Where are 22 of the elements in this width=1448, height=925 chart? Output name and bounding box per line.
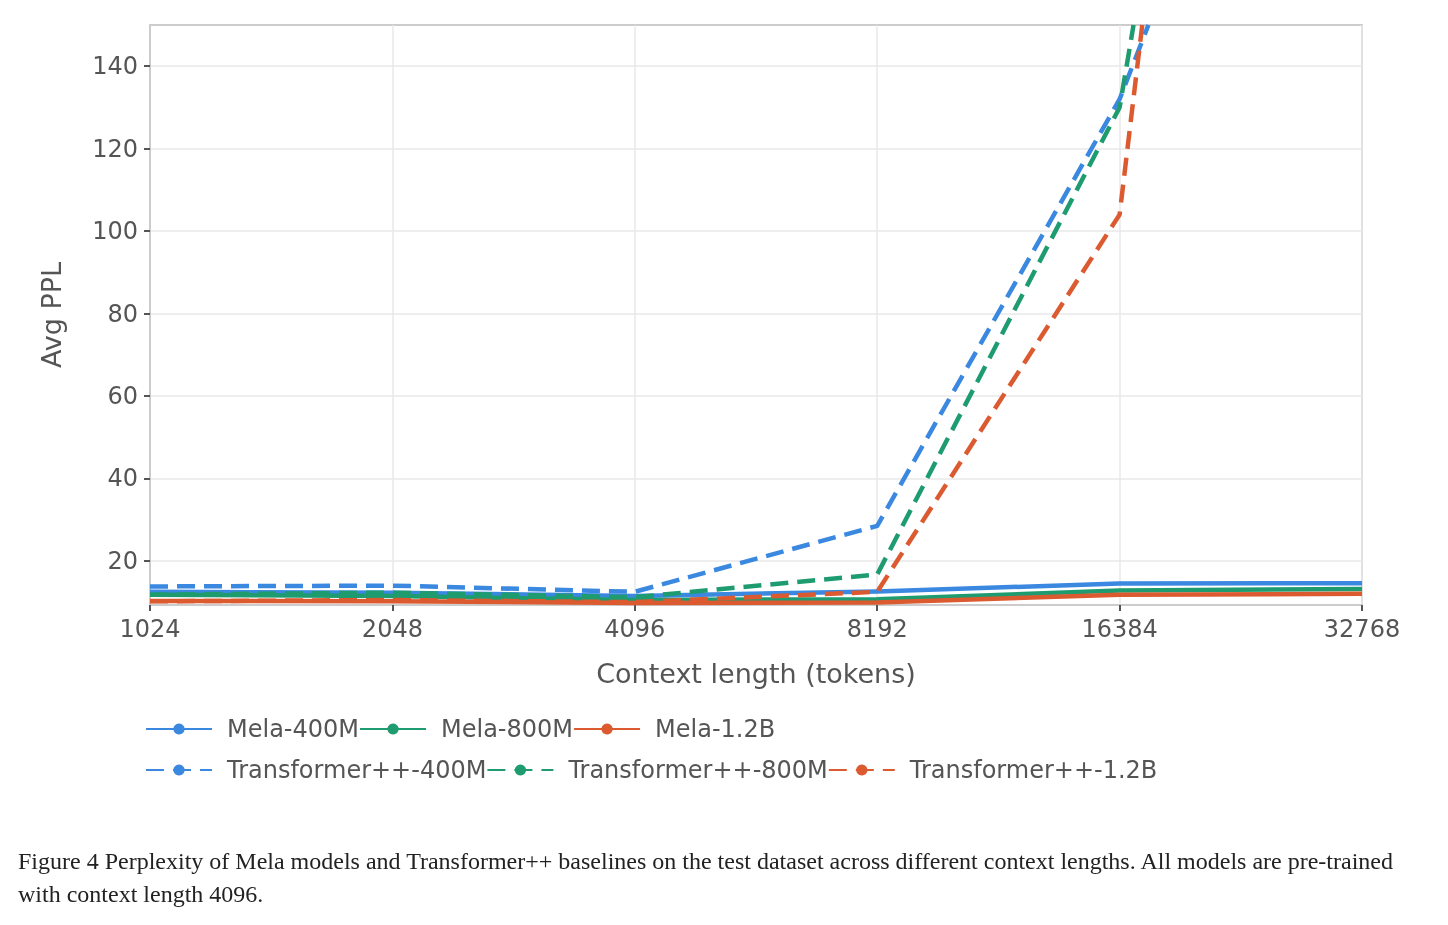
legend-label: Mela-1.2B	[655, 715, 776, 743]
x-tick-label: 32768	[1323, 615, 1401, 643]
x-axis-title: Context length (tokens)	[596, 658, 916, 689]
y-tick-label: 120	[92, 134, 138, 163]
y-tick-label: 40	[107, 464, 138, 493]
caption: Figure 4 Perplexity of Mela models and Transformer++ baselines on the test dataset across different context lengths. All models are pre-trained with context length 4096.	[18, 847, 1394, 909]
legend-label: Transformer++-400M	[226, 756, 487, 784]
x-tick-label: 8192	[846, 615, 908, 643]
x-tick-label: 1024	[119, 615, 181, 643]
y-tick-label: 100	[92, 217, 138, 246]
x-tick-label: 4096	[604, 615, 666, 643]
y-tick-label: 80	[107, 299, 138, 328]
y-tick-label: 20	[107, 546, 138, 575]
legend-label: Transformer++-1.2B	[908, 756, 1158, 784]
legend-label: Transformer++-800M	[567, 756, 828, 784]
x-tick-label: 2048	[361, 615, 423, 643]
y-tick-label: 140	[92, 52, 138, 81]
legend-label: Mela-800M	[441, 715, 574, 743]
x-tick-label: 16384	[1081, 615, 1158, 643]
y-tick-label: 60	[107, 382, 138, 410]
y-axis-title: Avg PPL	[36, 261, 67, 369]
legend-label: Mela-400M	[227, 715, 360, 743]
